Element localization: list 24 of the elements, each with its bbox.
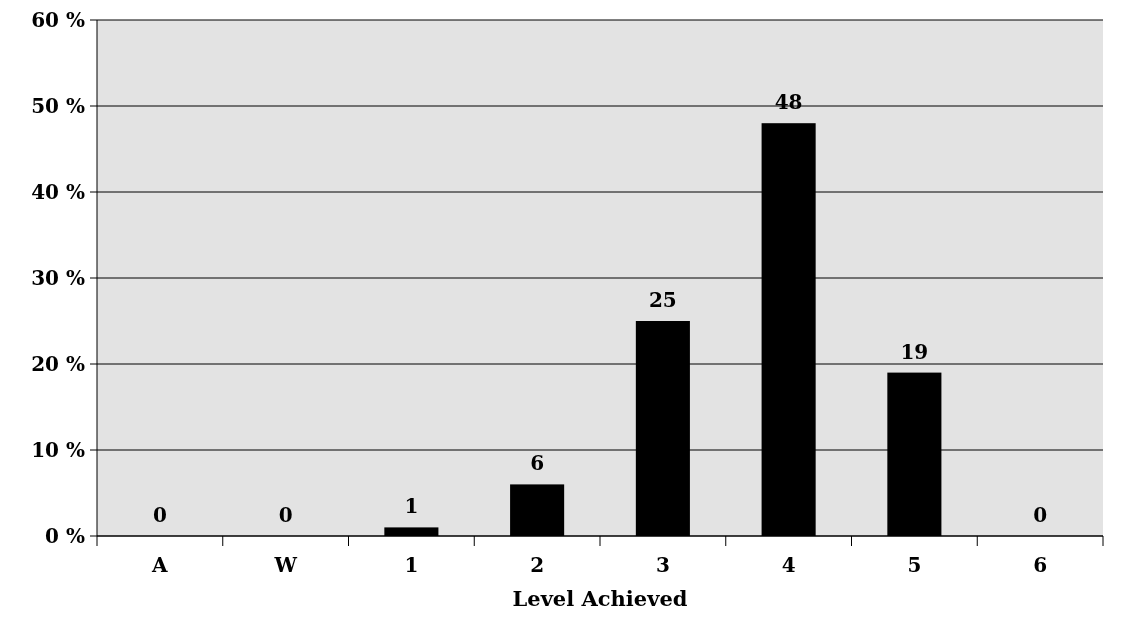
x-tick-label: 1 [404, 553, 419, 577]
data-label: 19 [900, 339, 929, 364]
data-label: 0 [152, 503, 167, 527]
data-label: 6 [530, 451, 545, 476]
x-tick-label: 6 [1033, 553, 1048, 577]
y-tick-label: 40 % [31, 180, 85, 204]
x-tick-label: 5 [907, 553, 922, 577]
x-tick-label: 3 [655, 553, 670, 577]
y-tick-label: 0 % [45, 524, 85, 548]
y-tick-label: 30 % [31, 266, 85, 290]
data-label: 0 [1033, 503, 1048, 527]
y-tick-label: 50 % [31, 94, 85, 118]
data-label: 48 [774, 90, 803, 115]
data-label: 1 [404, 494, 419, 519]
x-axis-title: Level Achieved [512, 586, 688, 611]
data-label: 0 [278, 503, 293, 527]
x-tick-label: A [151, 553, 169, 577]
y-tick-label: 20 % [31, 352, 85, 376]
data-label: 25 [648, 288, 677, 312]
x-tick-label: 4 [781, 553, 796, 577]
x-tick-label: 2 [530, 553, 545, 577]
y-tick-label: 10 % [31, 438, 85, 462]
y-tick-label: 60 % [31, 8, 85, 32]
x-tick-label: W [273, 553, 298, 577]
